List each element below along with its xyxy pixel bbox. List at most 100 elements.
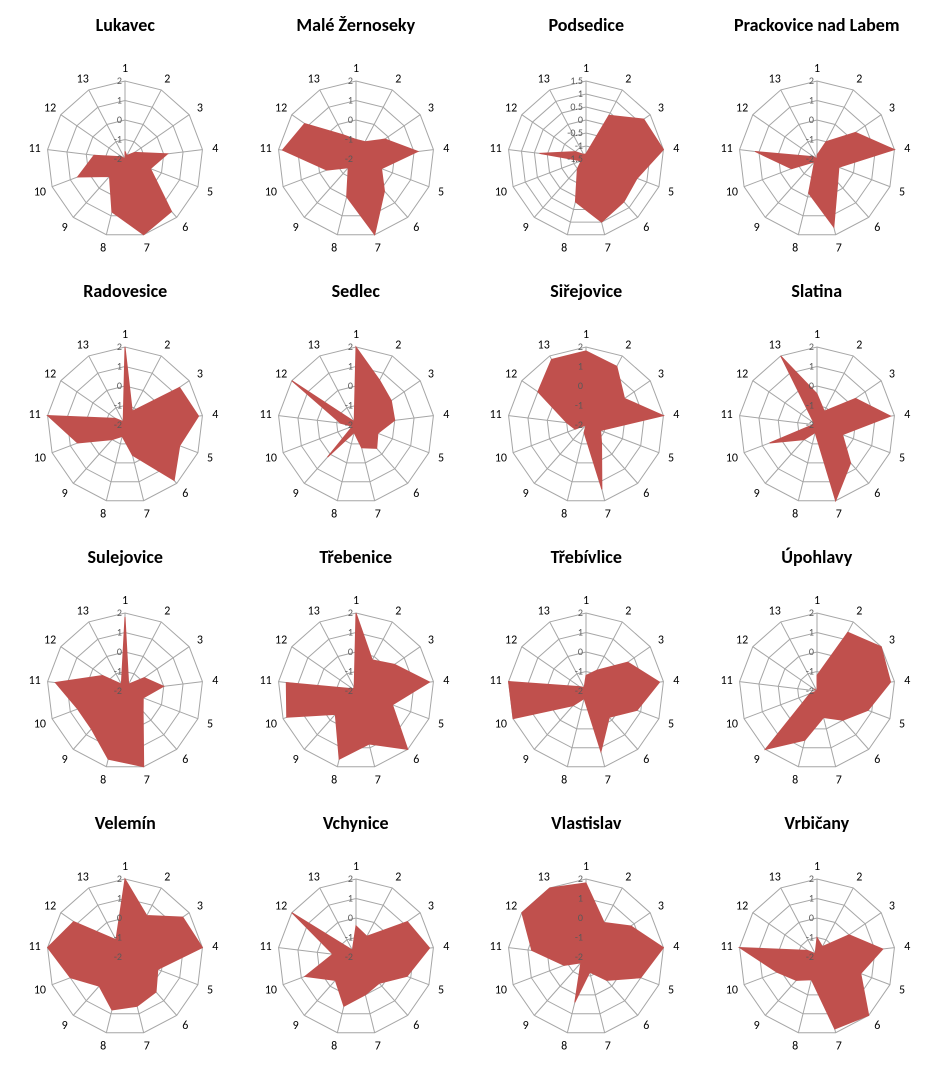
radar-radial-tick: 0 bbox=[809, 911, 814, 924]
radar-radial-tick: 2 bbox=[578, 872, 583, 885]
radar-radial-tick: -1 bbox=[575, 139, 583, 152]
radar-axis-label: 7 bbox=[835, 241, 841, 255]
radar-axis-label: 1 bbox=[583, 860, 589, 874]
radar-radial-tick: -1 bbox=[806, 931, 814, 944]
chart-cell: Vchynice12345678910111213210-1-2 bbox=[241, 808, 472, 1074]
radar-axis-label: 2 bbox=[164, 870, 170, 884]
radar-chart: 12345678910111213210-1-2 bbox=[702, 836, 932, 1066]
radar-radial-tick: -2 bbox=[575, 418, 583, 431]
radar-axis-label: 5 bbox=[207, 717, 213, 731]
radar-radial-tick: -1 bbox=[345, 665, 353, 678]
chart-cell: Siřejovice12345678910111213210-1-2 bbox=[471, 276, 702, 542]
radar-chart: 12345678910111213210-1-2 bbox=[241, 570, 471, 800]
radar-radial-tick: 0 bbox=[809, 113, 814, 126]
radar-axis-label: 4 bbox=[213, 408, 219, 422]
radar-axis-label: 3 bbox=[658, 633, 664, 647]
radar-radial-tick: -2 bbox=[575, 950, 583, 963]
radar-radial-tick: 2 bbox=[809, 606, 814, 619]
radar-axis-label: 11 bbox=[720, 674, 732, 688]
radar-radial-tick: 2 bbox=[348, 340, 353, 353]
radar-axis-label: 8 bbox=[561, 507, 567, 521]
chart-title: Lukavec bbox=[96, 14, 155, 36]
radar-radial-tick: 1 bbox=[809, 94, 814, 107]
radar-radial-tick: -2 bbox=[345, 418, 353, 431]
radar-axis-label: 12 bbox=[736, 101, 748, 115]
chart-title: Sedlec bbox=[332, 280, 380, 302]
radar-chart: 12345678910111213210-1-2 bbox=[471, 570, 701, 800]
radar-axis-label: 7 bbox=[605, 507, 611, 521]
radar-radial-tick: 1 bbox=[348, 626, 353, 639]
radar-radial-tick: -2 bbox=[345, 684, 353, 697]
radar-chart: 12345678910111213210-1-2 bbox=[241, 38, 471, 268]
radar-axis-label: 5 bbox=[207, 451, 213, 465]
radar-axis-label: 11 bbox=[720, 142, 732, 156]
radar-radial-tick: -2 bbox=[806, 684, 814, 697]
radar-axis-label: 8 bbox=[561, 1039, 567, 1053]
radar-radial-tick: 2 bbox=[809, 74, 814, 87]
radar-axis-label: 6 bbox=[413, 221, 419, 235]
radar-axis-label: 12 bbox=[275, 633, 287, 647]
radar-axis-label: 7 bbox=[835, 507, 841, 521]
radar-axis-label: 6 bbox=[874, 1019, 880, 1033]
chart-cell: Sulejovice12345678910111213210-1-2 bbox=[10, 542, 241, 808]
radar-axis-label: 9 bbox=[62, 1019, 68, 1033]
radar-axis-label: 10 bbox=[726, 451, 738, 465]
radar-axis-label: 2 bbox=[395, 604, 401, 618]
radar-axis-label: 10 bbox=[34, 983, 46, 997]
radar-axis-label: 4 bbox=[674, 674, 680, 688]
radar-radial-tick: 2 bbox=[117, 872, 122, 885]
radar-axis-label: 10 bbox=[265, 451, 277, 465]
chart-cell: Prackovice nad Labem12345678910111213210… bbox=[702, 10, 933, 276]
radar-radial-tick: 0 bbox=[117, 379, 122, 392]
radar-radial-tick: -1 bbox=[806, 133, 814, 146]
radar-axis-label: 6 bbox=[874, 487, 880, 501]
radar-axis-label: 3 bbox=[658, 367, 664, 381]
radar-area bbox=[56, 617, 164, 767]
chart-cell: Sedlec12345678910111213210-1-2 bbox=[241, 276, 472, 542]
chart-title: Vrbičany bbox=[784, 812, 849, 834]
radar-axis-label: 10 bbox=[495, 983, 507, 997]
radar-axis-label: 12 bbox=[44, 899, 56, 913]
radar-axis-label: 9 bbox=[753, 221, 759, 235]
radar-chart: 12345678910111213210-1-2 bbox=[471, 836, 701, 1066]
radar-radial-tick: -1 bbox=[575, 931, 583, 944]
radar-axis-label: 5 bbox=[438, 451, 444, 465]
radar-axis-label: 13 bbox=[307, 870, 319, 884]
radar-axis-label: 10 bbox=[495, 451, 507, 465]
radar-axis-label: 8 bbox=[331, 241, 337, 255]
radar-axis-label: 8 bbox=[331, 507, 337, 521]
radar-axis-label: 3 bbox=[658, 899, 664, 913]
radar-axis-label: 4 bbox=[674, 940, 680, 954]
radar-radial-tick: 1 bbox=[578, 360, 583, 373]
radar-axis-label: 3 bbox=[197, 367, 203, 381]
radar-radial-tick: 2 bbox=[578, 606, 583, 619]
radar-axis-label: 1 bbox=[583, 62, 589, 76]
radar-radial-tick: -1 bbox=[114, 931, 122, 944]
radar-chart: 12345678910111213210-1-2 bbox=[10, 304, 240, 534]
radar-radial-tick: -2 bbox=[114, 684, 122, 697]
radar-axis-label: 9 bbox=[523, 753, 529, 767]
radar-axis-label: 11 bbox=[259, 674, 271, 688]
radar-axis-label: 9 bbox=[292, 753, 298, 767]
radar-radial-tick: 2 bbox=[117, 340, 122, 353]
radar-axis-label: 10 bbox=[726, 185, 738, 199]
radar-radial-tick: -2 bbox=[114, 418, 122, 431]
radar-axis-label: 1 bbox=[814, 860, 820, 874]
radar-axis-label: 12 bbox=[736, 367, 748, 381]
radar-axis-label: 5 bbox=[668, 451, 674, 465]
radar-axis-label: 7 bbox=[374, 507, 380, 521]
radar-radial-tick: 0 bbox=[578, 113, 583, 126]
chart-cell: Podsedice123456789101112131.510.50-0.5-1… bbox=[471, 10, 702, 276]
radar-axis-label: 4 bbox=[904, 940, 910, 954]
radar-axis-label: 13 bbox=[77, 72, 89, 86]
radar-radial-tick: 0.5 bbox=[571, 100, 584, 113]
radar-axis-label: 12 bbox=[736, 633, 748, 647]
radar-radial-tick: 2 bbox=[809, 340, 814, 353]
radar-radial-tick: 1 bbox=[578, 626, 583, 639]
radar-radial-tick: -2 bbox=[575, 684, 583, 697]
radar-axis-label: 2 bbox=[395, 72, 401, 86]
radar-axis-label: 10 bbox=[265, 185, 277, 199]
radar-chart: 12345678910111213210-1-2 bbox=[10, 38, 240, 268]
radar-axis-label: 2 bbox=[856, 338, 862, 352]
radar-axis-label: 4 bbox=[904, 674, 910, 688]
